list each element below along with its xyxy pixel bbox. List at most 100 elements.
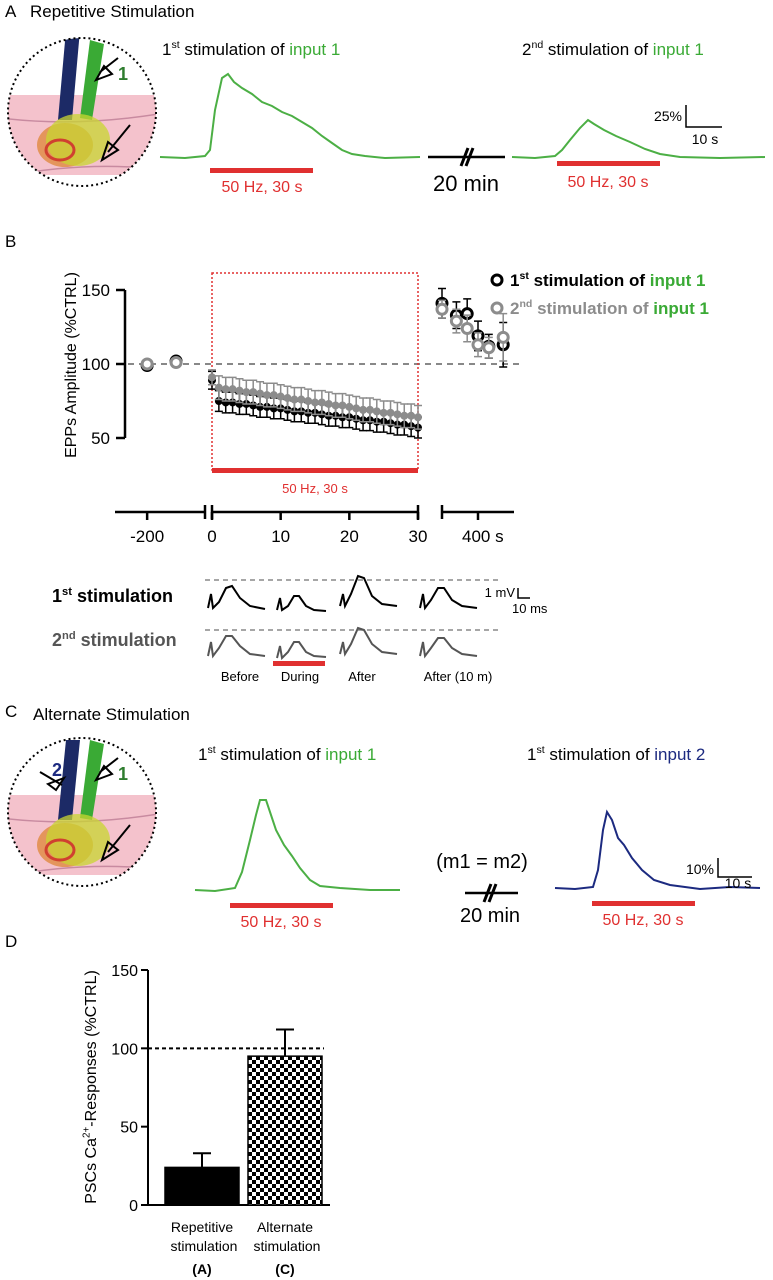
condition-label: During: [281, 669, 319, 684]
data-point: [297, 395, 306, 404]
text-part: input 1: [653, 299, 709, 318]
panel-title: Repetitive Stimulation: [30, 2, 194, 21]
data-point: [324, 399, 333, 408]
x-tick-label: 20: [340, 527, 359, 546]
scale-label: 10 s: [725, 875, 751, 891]
x-tick-label: 0: [207, 527, 216, 546]
text-part: 1: [527, 745, 536, 764]
legend-marker: [490, 273, 504, 287]
text-part: stimulation: [76, 630, 177, 650]
condition-label: After: [348, 669, 376, 684]
data-point: [290, 395, 299, 404]
y-tick-label: 100: [82, 355, 110, 374]
category-note: (A): [192, 1261, 211, 1277]
data-point: [338, 401, 347, 410]
trace-title: 2nd stimulation of input 1: [522, 39, 704, 59]
text-part: st: [207, 744, 215, 756]
data-point: [386, 408, 395, 417]
category-note: (C): [275, 1261, 294, 1277]
stimulus-bar: [210, 168, 313, 173]
condition-label: After (10 m): [424, 669, 493, 684]
data-point: [471, 338, 485, 352]
data-point: [249, 388, 258, 397]
interval-label: 20 min: [433, 171, 499, 196]
data-point: [345, 402, 354, 411]
y-tick-label: 150: [82, 281, 110, 300]
x-tick-label: Alternate stimulation: [250, 1219, 321, 1254]
data-point: [331, 401, 340, 410]
row-label: 1st stimulation: [52, 586, 173, 606]
data-point: [496, 330, 510, 344]
epp-traces: [207, 574, 478, 661]
scale-label: 10 ms: [512, 601, 548, 616]
x-tick-label: -200: [130, 527, 164, 546]
data-point: [208, 373, 216, 382]
legend-label: 1st stimulation of input 1: [510, 270, 705, 290]
text-part: input 1: [650, 271, 706, 290]
stimulus-bar: [230, 903, 333, 908]
text-part: input 1: [653, 40, 704, 59]
data-point: [269, 391, 278, 400]
text-part: stimulation of: [545, 745, 655, 764]
data-point: [169, 356, 183, 370]
interval-label: 20 min: [460, 905, 520, 927]
text-part: PSCs Ca: [83, 1138, 100, 1204]
label-line: stimulation: [167, 1238, 238, 1254]
trace-title: 1st stimulation of input 2: [527, 744, 705, 764]
calcium-trace: [194, 799, 400, 893]
stimulus-window: [211, 272, 419, 471]
panel-label: C: [5, 702, 17, 721]
text-part: st: [62, 586, 72, 598]
data-point: [449, 314, 463, 328]
panel-title: Alternate Stimulation: [33, 705, 190, 724]
condition-label: Before: [221, 669, 259, 684]
data-point: [311, 398, 319, 407]
equality-label: (m1 = m2): [436, 851, 528, 873]
panel-label: B: [5, 232, 16, 251]
text-part: stimulation of: [529, 271, 650, 290]
data-point: [372, 407, 381, 416]
text-part: nd: [519, 298, 532, 310]
text-part: 1: [162, 40, 171, 59]
text-part: st: [171, 39, 179, 51]
x-tick-label: Repetitive stimulation: [167, 1219, 238, 1254]
stimulus-label: 50 Hz, 30 s: [603, 912, 684, 929]
label-line: Repetitive: [171, 1219, 233, 1235]
data-point: [407, 411, 416, 420]
text-part: 2: [52, 630, 62, 650]
scale-label: 10 s: [692, 131, 718, 147]
text-part: st: [519, 270, 529, 282]
label-line: Alternate: [257, 1219, 313, 1235]
data-point: [317, 398, 326, 407]
error-bar: [193, 1152, 211, 1168]
data-point: [435, 302, 449, 316]
stimulus-label: 50 Hz, 30 s: [568, 174, 649, 191]
scale-label: 1 mV: [485, 585, 516, 600]
trace-title: 1st stimulation of input 1: [162, 39, 340, 59]
stimulus-label: 50 Hz, 30 s: [282, 481, 348, 496]
data-point: [256, 389, 265, 398]
illustration: 2 1: [7, 737, 157, 887]
panel-d: D PSCs Ca2+-Responses (%CTRL) 0 50 100 150 R…: [5, 932, 330, 1277]
text-part: input 2: [654, 745, 705, 764]
stimulus-label: 50 Hz, 30 s: [241, 914, 322, 931]
data-point: [352, 404, 361, 413]
data-point: [400, 411, 409, 420]
data-point: [304, 397, 313, 405]
text-part: 2: [522, 40, 531, 59]
text-part: input 1: [289, 40, 340, 59]
text-part: 1: [198, 745, 207, 764]
text-part: stimulation of: [532, 299, 653, 318]
data-point: [262, 391, 271, 400]
data-point: [221, 385, 230, 394]
illustration-label: 1: [118, 64, 128, 84]
calcium-trace: [511, 118, 766, 160]
stimulus-label: 50 Hz, 30 s: [222, 179, 303, 196]
scale-label: 25%: [654, 108, 682, 124]
text-part: stimulation of: [180, 40, 290, 59]
x-tick-label: 10: [271, 527, 290, 546]
trace-title: 1st stimulation of input 1: [198, 744, 376, 764]
bar: [164, 1166, 240, 1206]
text-part: 2+: [82, 1126, 93, 1138]
